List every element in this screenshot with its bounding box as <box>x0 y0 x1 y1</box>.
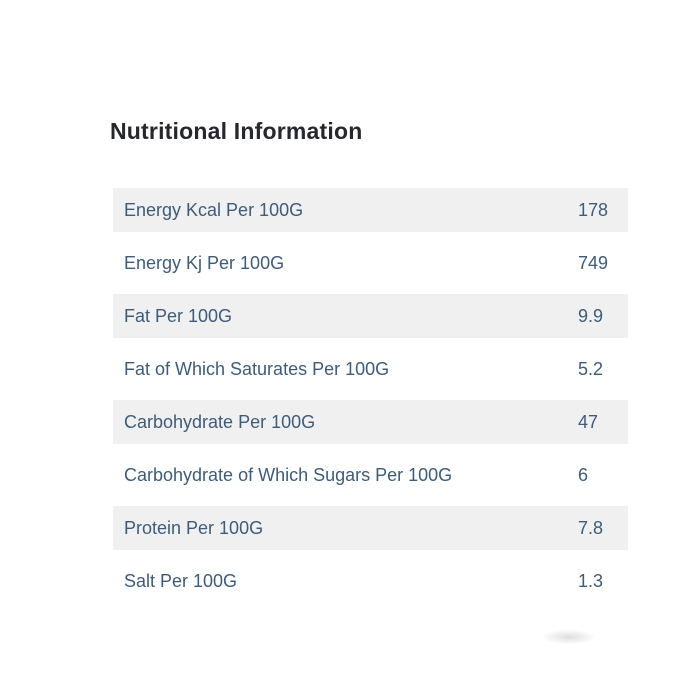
table-row: Protein Per 100G 7.8 <box>113 506 628 550</box>
row-value: 9.9 <box>578 305 604 326</box>
table-row: Salt Per 100G 1.3 <box>113 559 628 603</box>
row-label: Carbohydrate of Which Sugars Per 100G <box>124 464 453 485</box>
row-label: Fat Per 100G <box>124 305 233 326</box>
table-row: Energy Kcal Per 100G 178 <box>113 188 628 232</box>
row-label: Fat of Which Saturates Per 100G <box>124 358 390 379</box>
page-title: Nutritional Information <box>110 118 363 145</box>
row-label: Energy Kj Per 100G <box>124 252 285 273</box>
row-value: 6 <box>578 464 589 485</box>
row-value: 178 <box>578 199 609 220</box>
row-value: 47 <box>578 411 599 432</box>
row-value: 7.8 <box>578 517 604 538</box>
row-value: 5.2 <box>578 358 604 379</box>
row-value: 1.3 <box>578 570 604 591</box>
row-label: Protein Per 100G <box>124 517 264 538</box>
row-label: Salt Per 100G <box>124 570 238 591</box>
image-artifact-smudge <box>533 627 605 647</box>
table-row: Carbohydrate Per 100G 47 <box>113 400 628 444</box>
table-row: Fat of Which Saturates Per 100G 5.2 <box>113 347 628 391</box>
table-row: Fat Per 100G 9.9 <box>113 294 628 338</box>
row-label: Energy Kcal Per 100G <box>124 199 304 220</box>
table-row: Carbohydrate of Which Sugars Per 100G 6 <box>113 453 628 497</box>
nutrition-table: Energy Kcal Per 100G 178 Energy Kj Per 1… <box>113 188 628 612</box>
row-value: 749 <box>578 252 609 273</box>
row-label: Carbohydrate Per 100G <box>124 411 316 432</box>
table-row: Energy Kj Per 100G 749 <box>113 241 628 285</box>
